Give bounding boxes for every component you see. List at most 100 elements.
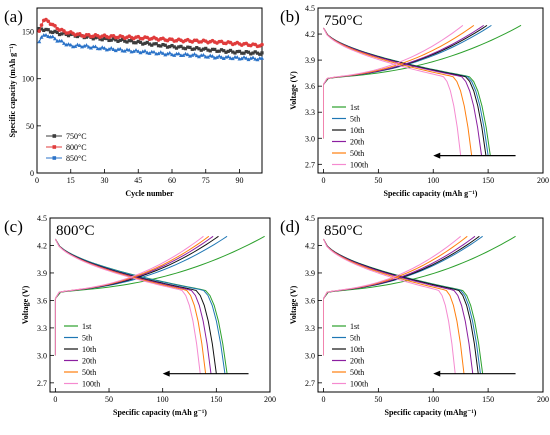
data-point	[44, 27, 48, 32]
legend-label: 850°C	[66, 154, 87, 163]
y-tick-label: 4.5	[37, 214, 47, 223]
data-point	[215, 49, 219, 53]
charge-curve	[323, 235, 516, 299]
y-tick-label: 0	[30, 169, 34, 178]
data-point	[60, 32, 64, 36]
data-point	[77, 43, 82, 48]
x-tick-label: 15	[67, 176, 75, 185]
data-point	[190, 47, 194, 51]
legend-marker	[52, 145, 57, 149]
data-point	[37, 39, 42, 44]
data-point	[163, 52, 168, 57]
data-point	[152, 49, 156, 54]
data-point	[84, 35, 89, 39]
data-point	[179, 44, 183, 48]
data-point	[102, 36, 107, 40]
data-point	[107, 38, 111, 43]
x-axis-title: Specific capacity (mAhg⁻¹)	[385, 408, 477, 417]
data-point	[217, 53, 222, 58]
data-point	[73, 44, 78, 48]
x-tick-label: 0	[321, 395, 325, 404]
x-tick-label: 200	[537, 176, 549, 185]
data-point	[183, 51, 188, 56]
data-point	[109, 45, 114, 50]
panel-1: 0 15 30 45 60 75 90 0 50 100 150 Cycle number Specif…	[4, 7, 264, 198]
data-point	[156, 51, 161, 56]
data-point	[186, 45, 190, 49]
data-point	[93, 44, 98, 49]
x-axis-title: Cycle number	[125, 189, 174, 198]
data-point	[176, 51, 181, 56]
data-point	[181, 53, 186, 57]
data-point	[68, 42, 73, 47]
data-point	[127, 48, 132, 52]
x-tick-label: 0	[53, 395, 57, 404]
data-point	[188, 54, 192, 58]
arrow-head	[162, 370, 170, 377]
data-point	[46, 34, 51, 38]
data-point	[201, 47, 206, 51]
data-point	[66, 42, 71, 46]
data-point	[246, 50, 251, 54]
plot-frame	[317, 7, 544, 174]
data-point	[118, 38, 122, 42]
data-point	[154, 42, 158, 46]
x-tick-label: 200	[264, 395, 276, 404]
legend-label: 5th	[82, 334, 92, 343]
x-tick-label: 100	[427, 176, 439, 185]
legend-label: 800°C	[66, 143, 87, 152]
x-tick-label: 60	[168, 176, 176, 185]
y-tick-label: 4.2	[305, 241, 315, 250]
data-point	[253, 57, 258, 61]
discharge-curve	[323, 27, 473, 156]
data-point	[86, 44, 91, 49]
data-point	[102, 46, 107, 50]
data-point	[156, 44, 161, 48]
data-point	[246, 57, 251, 62]
data-point	[39, 23, 44, 27]
y-axis-title: Voltage (V)	[289, 71, 298, 110]
data-point	[181, 46, 185, 50]
legend-label: 5th	[350, 115, 360, 124]
data-point	[192, 52, 197, 56]
data-point	[224, 50, 228, 54]
panel-label: (a)	[4, 7, 23, 26]
data-point	[239, 56, 244, 61]
data-point	[255, 51, 260, 55]
data-point	[204, 46, 208, 50]
data-point	[190, 53, 195, 57]
data-point	[183, 47, 188, 51]
y-tick-label: 100	[22, 75, 34, 84]
data-point	[114, 38, 118, 42]
data-point	[138, 40, 143, 44]
data-point	[235, 55, 240, 59]
x-tick-label: 100	[427, 395, 439, 404]
data-point	[242, 51, 246, 55]
data-point	[93, 36, 98, 40]
data-point	[192, 47, 197, 51]
data-point	[118, 46, 123, 51]
data-point	[84, 43, 89, 47]
data-point	[210, 54, 215, 58]
data-point	[98, 46, 102, 51]
y-axis-title: Voltage (V)	[21, 285, 30, 324]
data-point	[55, 30, 59, 35]
x-axis-title: Specific capacity (mAh g⁻¹)	[113, 408, 207, 417]
data-point	[122, 49, 127, 53]
data-point	[89, 45, 93, 50]
data-point	[221, 56, 226, 61]
charge-curve	[323, 24, 464, 85]
data-point	[145, 40, 149, 45]
x-tick-label: 45	[134, 176, 142, 185]
data-point	[46, 28, 50, 32]
data-point	[159, 44, 163, 48]
discharge-curve	[323, 27, 462, 156]
legend-label: 5th	[350, 334, 360, 343]
data-point	[123, 39, 127, 43]
charge-curve	[323, 24, 522, 85]
data-point	[136, 39, 140, 44]
data-point	[172, 53, 177, 57]
y-tick-label: 4.2	[305, 30, 315, 39]
legend-label: 100th	[350, 161, 368, 170]
